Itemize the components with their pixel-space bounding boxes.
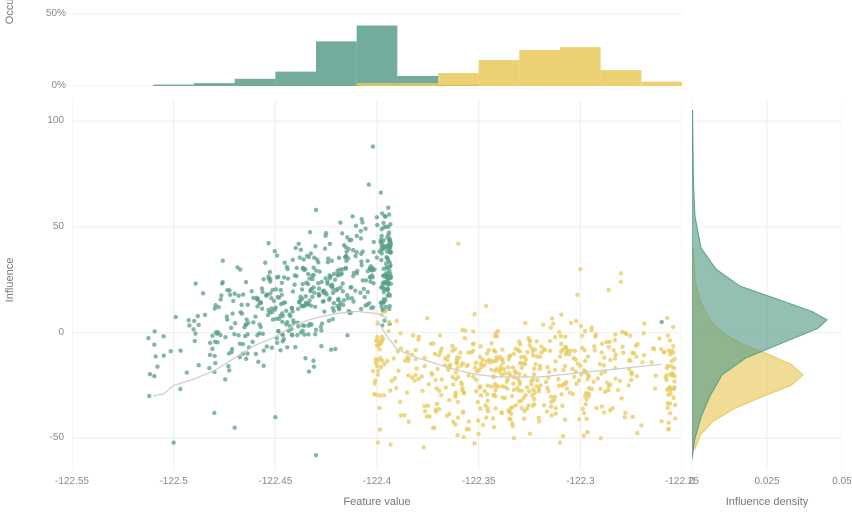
tick-label: 0 <box>58 327 64 338</box>
scatter-xlabel: Feature value <box>72 496 682 508</box>
tick-label: -122.35 <box>462 476 496 487</box>
tick-label: 100 <box>47 115 64 126</box>
tick-label: 0 <box>689 476 695 487</box>
tick-label: -122.3 <box>566 476 594 487</box>
tick-label: 50 <box>53 221 64 232</box>
tick-label: -122.5 <box>159 476 187 487</box>
tick-label: 0.025 <box>754 476 779 487</box>
tick-label: -122.45 <box>258 476 292 487</box>
tick-label: -122.55 <box>55 476 89 487</box>
figure-root: Occurrences Influence Feature value Infl… <box>0 0 852 514</box>
top-histogram <box>72 8 682 86</box>
tick-label: 50% <box>46 8 66 19</box>
scatter-plot <box>72 100 682 470</box>
right-density-xlabel: Influence density <box>692 496 842 508</box>
tick-label: 0.05 <box>832 476 851 487</box>
tick-label: -122.4 <box>363 476 391 487</box>
tick-label: 0% <box>52 80 66 91</box>
top-histogram-ylabel: Occurrences <box>4 0 16 32</box>
scatter-ylabel: Influence <box>4 220 16 340</box>
tick-label: -50 <box>50 432 64 443</box>
right-density <box>692 100 842 470</box>
